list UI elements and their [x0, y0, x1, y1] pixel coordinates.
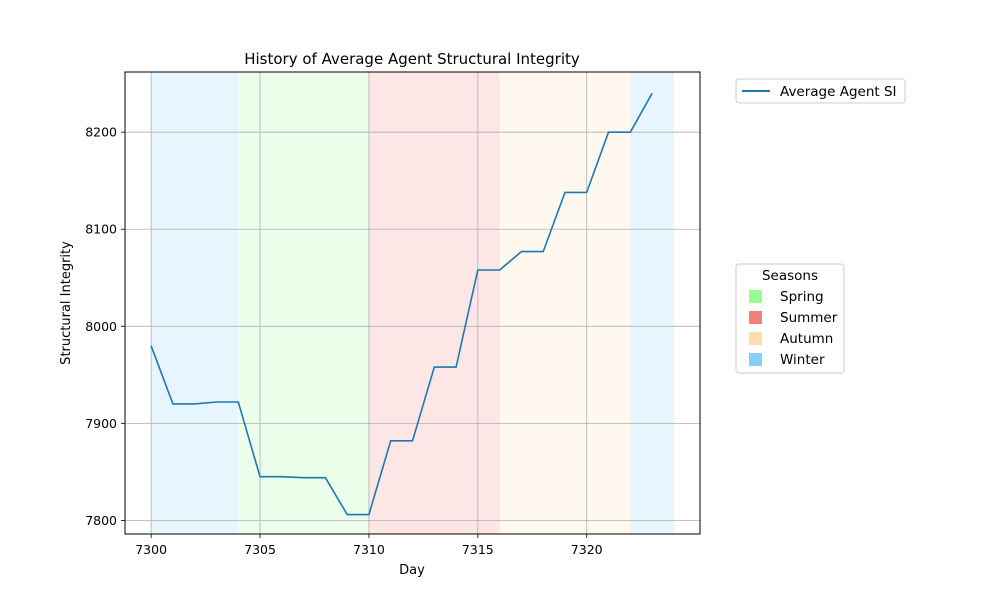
season-band-winter: [151, 72, 239, 534]
y-axis-label: Structural Integrity: [59, 241, 74, 365]
season-swatch-winter: [749, 353, 762, 366]
series-legend-label: Average Agent SI: [780, 84, 897, 100]
y-tick-label: 8000: [85, 319, 117, 334]
x-tick-label: 7310: [353, 542, 385, 557]
seasons-legend-frame: [735, 263, 845, 374]
x-tick-label: 7315: [462, 542, 494, 557]
chart-title: History of Average Agent Structural Inte…: [244, 50, 580, 68]
season-band-autumn: [499, 72, 631, 534]
x-axis-ticks: 7300 7305 7310 7315 7320: [135, 534, 603, 557]
season-swatch-summer: [749, 311, 762, 324]
season-label-winter: Winter: [780, 352, 825, 368]
series-legend: Average Agent SI: [735, 78, 906, 104]
season-swatch-autumn: [749, 332, 762, 345]
x-tick-label: 7320: [571, 542, 603, 557]
y-tick-label: 8100: [85, 222, 117, 237]
x-axis-label: Day: [399, 563, 425, 578]
x-tick-label: 7305: [244, 542, 276, 557]
grid-lines: [125, 72, 700, 534]
y-tick-label: 7900: [85, 416, 117, 431]
season-band-winter: [630, 72, 674, 534]
season-band-spring: [238, 72, 369, 534]
season-label-summer: Summer: [780, 310, 838, 326]
seasons-legend: Seasons Spring Summer Autumn Winter: [735, 263, 845, 374]
season-swatch-spring: [749, 290, 762, 303]
y-axis-ticks: 7800 7900 8000 8100 8200: [85, 125, 125, 528]
season-bands: [151, 72, 674, 534]
seasons-legend-title: Seasons: [762, 268, 818, 284]
season-label-autumn: Autumn: [780, 331, 833, 347]
series-line: [150, 93, 653, 516]
x-tick-label: 7300: [135, 542, 167, 557]
season-band-summer: [368, 72, 500, 534]
season-label-spring: Spring: [780, 289, 824, 305]
series-legend-frame: [735, 78, 906, 104]
y-tick-label: 8200: [85, 125, 117, 140]
plot-frame: [124, 71, 701, 535]
series-lines: [150, 93, 653, 516]
y-tick-label: 7800: [85, 513, 117, 528]
